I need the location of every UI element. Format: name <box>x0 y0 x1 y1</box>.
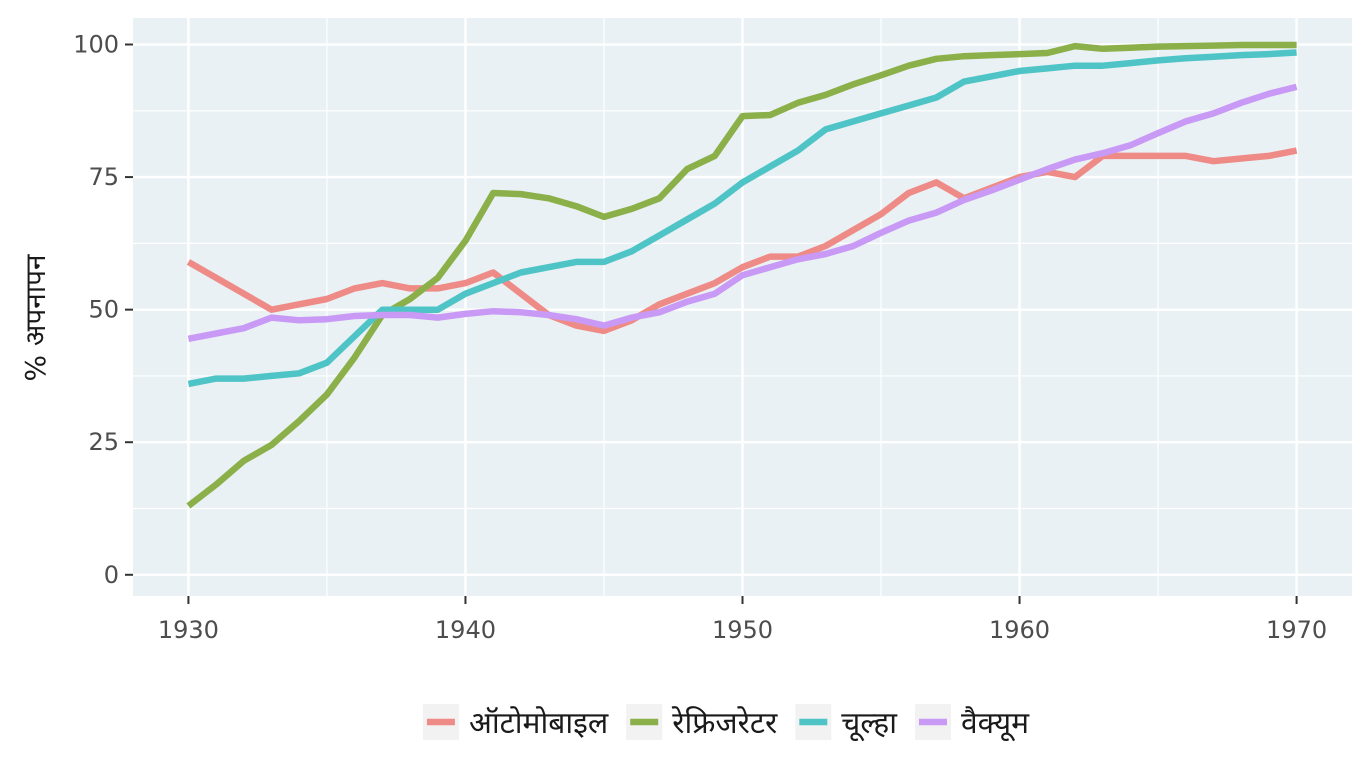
y-tick-label: 50 <box>88 296 119 324</box>
legend-item-4: वैक्यूम <box>914 704 1030 742</box>
x-tick-label: 1950 <box>712 616 773 644</box>
legend-label: वैक्यूम <box>961 706 1030 742</box>
major-grid <box>133 18 1352 596</box>
legend-item-1: ऑटोमोबाइल <box>422 704 609 741</box>
x-axis: 1930 1940 1950 1960 1970 <box>158 596 1327 644</box>
legend-label: ऑटोमोबाइल <box>469 706 609 741</box>
y-axis-title: % अपनापन <box>19 254 52 381</box>
y-tick-label: 75 <box>88 163 119 191</box>
x-tick-label: 1970 <box>1266 616 1327 644</box>
series-lines <box>186 41 1298 509</box>
legend-label: रेफ्रिजरेटर <box>671 706 778 741</box>
x-tick-label: 1940 <box>435 616 496 644</box>
x-tick-label: 1930 <box>158 616 219 644</box>
y-tick-label: 25 <box>88 428 119 456</box>
x-tick-label: 1960 <box>989 616 1050 644</box>
y-tick-label: 0 <box>104 561 119 589</box>
legend: ऑटोमोबाइल रेफ्रिजरेटर चूल्हा वैक्यूम <box>422 704 1030 742</box>
y-tick-label: 100 <box>73 31 119 59</box>
series-line-4 <box>187 83 1298 342</box>
series-line-1 <box>186 147 1298 335</box>
legend-label: चूल्हा <box>841 706 898 742</box>
legend-item-3: चूल्हा <box>795 704 898 742</box>
series-line-2 <box>186 41 1297 509</box>
y-axis: 0 25 50 75 100 <box>73 31 133 589</box>
legend-item-2: रेफ्रिजरेटर <box>626 704 778 741</box>
